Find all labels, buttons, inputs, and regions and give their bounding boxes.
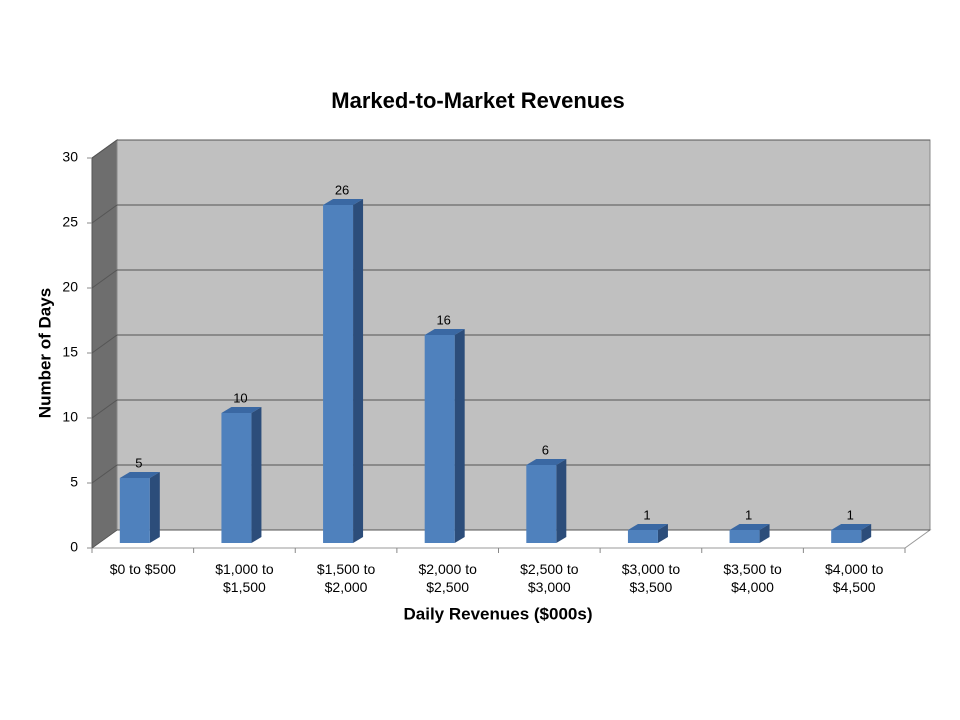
bar [323, 205, 354, 543]
grid-line [91, 139, 118, 159]
data-label: 1 [745, 507, 752, 522]
bar-side [149, 472, 160, 543]
bar [627, 530, 658, 543]
bar-top [424, 329, 465, 335]
data-label: 6 [542, 442, 549, 457]
x-tick-label: $1,000 to $1,500 [215, 561, 274, 595]
bar-side [861, 524, 872, 543]
x-axis-title: Daily Revenues ($000s) [404, 604, 593, 623]
y-tick-label: 5 [70, 474, 78, 490]
data-label: 26 [335, 182, 349, 197]
bar-side [251, 407, 262, 543]
bar-top [526, 459, 567, 465]
bar [221, 413, 252, 543]
bar-side [353, 199, 364, 543]
bar-side [556, 459, 567, 543]
data-label: 1 [847, 507, 854, 522]
floor [90, 529, 932, 549]
data-label: 10 [233, 390, 247, 405]
grid-line [91, 269, 118, 289]
bar-top [323, 199, 364, 205]
x-tick-label: $0 to $500 [109, 561, 176, 577]
bar [424, 335, 455, 543]
x-tick-label: $2,000 to $2,500 [418, 561, 477, 595]
data-label: 5 [135, 455, 142, 470]
y-tick-label: 10 [62, 409, 78, 425]
bar-side [454, 329, 465, 543]
grid-line [91, 529, 118, 549]
x-tick-label: $3,000 to $3,500 [621, 561, 681, 595]
bar-top [221, 407, 262, 413]
y-tick-label: 15 [62, 344, 78, 360]
x-tick-label: $4,000 to $4,500 [824, 561, 884, 595]
bar-top [119, 472, 160, 478]
bar-side [657, 524, 668, 543]
bar-top [729, 524, 770, 530]
y-tick-label: 0 [70, 539, 78, 555]
x-tick-label: $1,500 to $2,000 [316, 561, 376, 595]
y-tick-label: 20 [62, 279, 78, 295]
y-tick-label: 25 [62, 214, 78, 230]
x-tick-label: $2,500 to $3,000 [520, 561, 579, 595]
bar [119, 478, 150, 543]
data-label: 16 [436, 312, 450, 327]
grid-line [91, 464, 118, 484]
y-tick-label: 30 [62, 149, 78, 165]
chart-title: Marked-to-Market Revenues [331, 88, 624, 113]
grid-line [91, 334, 118, 354]
bar [526, 465, 557, 543]
bar-top [627, 524, 668, 530]
bar-top [831, 524, 872, 530]
bar-side [759, 524, 770, 543]
data-label: 1 [643, 507, 650, 522]
grid-line [91, 399, 118, 419]
bar [831, 530, 862, 543]
bar [729, 530, 760, 543]
grid-line [91, 204, 118, 224]
x-tick-label: $3,500 to $4,000 [723, 561, 782, 595]
y-axis-title: Number of Days [35, 288, 54, 418]
